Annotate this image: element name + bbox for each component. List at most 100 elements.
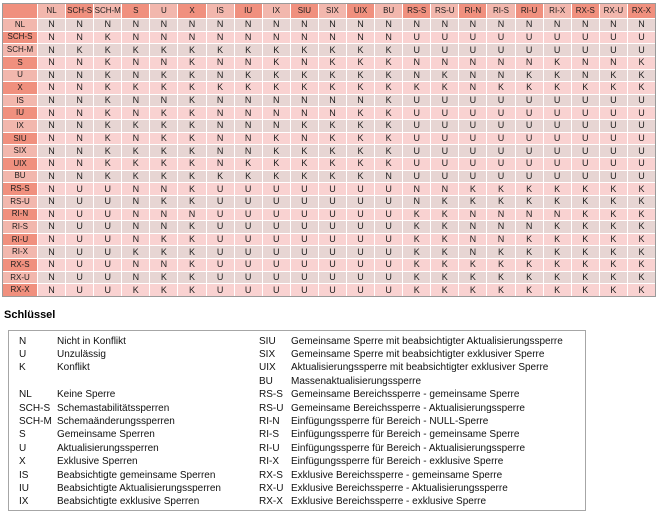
matrix-cell: U	[206, 259, 234, 271]
matrix-cell: N	[38, 246, 66, 259]
matrix-cell: K	[487, 271, 515, 284]
legend-description: Exklusive Sperren	[57, 456, 138, 468]
matrix-cell: K	[178, 44, 206, 56]
matrix-cell: K	[178, 69, 206, 82]
matrix-cell: K	[571, 195, 599, 208]
column-header-x: X	[178, 4, 206, 18]
matrix-cell: K	[206, 44, 234, 56]
matrix-cell: N	[459, 69, 487, 82]
matrix-cell: N	[66, 31, 94, 44]
matrix-cell: K	[234, 44, 262, 56]
legend-row: SCH-M Schemaänderungssperren RI-N Einfügung…	[9, 415, 585, 428]
legend-code: U	[19, 442, 27, 454]
column-header-s: S	[122, 4, 150, 18]
matrix-cell: K	[627, 221, 655, 233]
matrix-cell: U	[487, 44, 515, 56]
matrix-cell: U	[206, 246, 234, 259]
legend-row: N Nicht in Konflikt SIU Gemeinsame Sperre m…	[9, 335, 585, 348]
matrix-cell: U	[431, 170, 459, 183]
matrix-cell: U	[290, 284, 318, 296]
legend-row: IU Beabsichtigte Aktualisierungssperren RX…	[9, 482, 585, 495]
matrix-cell: N	[403, 19, 431, 31]
matrix-cell: K	[347, 44, 375, 56]
legend-code: UIX	[259, 362, 276, 374]
legend-description: Aktualisierungssperre mit beabsichtigter…	[291, 362, 549, 374]
matrix-cell: K	[627, 208, 655, 221]
matrix-cell: K	[571, 271, 599, 284]
matrix-cell: U	[94, 284, 122, 296]
matrix-cell: K	[571, 183, 599, 195]
matrix-cell: K	[94, 94, 122, 107]
matrix-cell: K	[403, 284, 431, 296]
matrix-cell: N	[375, 170, 403, 183]
column-header-sch-m: SCH-M	[94, 4, 122, 18]
matrix-cell: U	[599, 44, 627, 56]
matrix-cell: U	[234, 271, 262, 284]
matrix-cell: U	[403, 132, 431, 145]
matrix-cell: N	[318, 19, 346, 31]
row-header-is: IS	[3, 94, 37, 107]
matrix-cell: N	[234, 107, 262, 120]
matrix-cell: N	[38, 56, 66, 69]
matrix-cell: N	[122, 233, 150, 246]
matrix-cell: K	[150, 44, 178, 56]
legend-code: N	[19, 335, 27, 347]
matrix-cell: K	[178, 259, 206, 271]
matrix-cell: K	[178, 120, 206, 132]
matrix-cell: U	[599, 145, 627, 157]
matrix-cell: U	[290, 259, 318, 271]
matrix-cell: U	[318, 183, 346, 195]
matrix-cell: N	[66, 19, 94, 31]
matrix-cell: N	[150, 259, 178, 271]
matrix-cell: U	[94, 259, 122, 271]
matrix-cell: K	[571, 82, 599, 94]
matrix-cell: N	[206, 145, 234, 157]
legend-row: IX Beabsichtigte exklusive Sperren RX-X Exk…	[9, 496, 585, 509]
matrix-cell: K	[262, 44, 290, 56]
matrix-cell: N	[66, 94, 94, 107]
matrix-cell: K	[150, 233, 178, 246]
matrix-cell: N	[122, 94, 150, 107]
matrix-cell: K	[431, 195, 459, 208]
matrix-cell: U	[375, 259, 403, 271]
matrix-cell: N	[403, 56, 431, 69]
matrix-cell: K	[178, 246, 206, 259]
matrix-cell: K	[543, 259, 571, 271]
matrix-cell: N	[38, 69, 66, 82]
matrix-cell: U	[459, 145, 487, 157]
matrix-cell: U	[543, 44, 571, 56]
matrix-cell: N	[515, 221, 543, 233]
matrix-cell: K	[487, 195, 515, 208]
matrix-cell: K	[347, 69, 375, 82]
matrix-cell: K	[262, 69, 290, 82]
matrix-cell: U	[347, 259, 375, 271]
matrix-cell: N	[234, 132, 262, 145]
matrix-cell: K	[599, 233, 627, 246]
legend-code: BU	[259, 375, 273, 387]
matrix-cell: N	[234, 56, 262, 69]
matrix-corner-cell	[3, 4, 37, 18]
matrix-cell: N	[543, 208, 571, 221]
matrix-cell: K	[347, 132, 375, 145]
matrix-cell: K	[571, 246, 599, 259]
matrix-cell: U	[262, 183, 290, 195]
matrix-cell: N	[38, 94, 66, 107]
matrix-cell: K	[290, 69, 318, 82]
matrix-cell: U	[543, 132, 571, 145]
matrix-cell: U	[66, 221, 94, 233]
matrix-cell: U	[571, 44, 599, 56]
matrix-cell: N	[38, 195, 66, 208]
column-header-u: U	[150, 4, 178, 18]
matrix-cell: K	[599, 195, 627, 208]
matrix-cell: U	[487, 145, 515, 157]
legend-description: Schemaänderungssperren	[57, 416, 175, 428]
matrix-cell: K	[178, 56, 206, 69]
matrix-cell: U	[627, 31, 655, 44]
matrix-cell: K	[627, 246, 655, 259]
legend-description: Massenaktualisierungssperre	[291, 375, 422, 387]
matrix-cell: K	[459, 271, 487, 284]
matrix-cell: U	[318, 221, 346, 233]
matrix-cell: K	[403, 233, 431, 246]
matrix-cell: K	[122, 246, 150, 259]
matrix-cell: K	[262, 158, 290, 170]
